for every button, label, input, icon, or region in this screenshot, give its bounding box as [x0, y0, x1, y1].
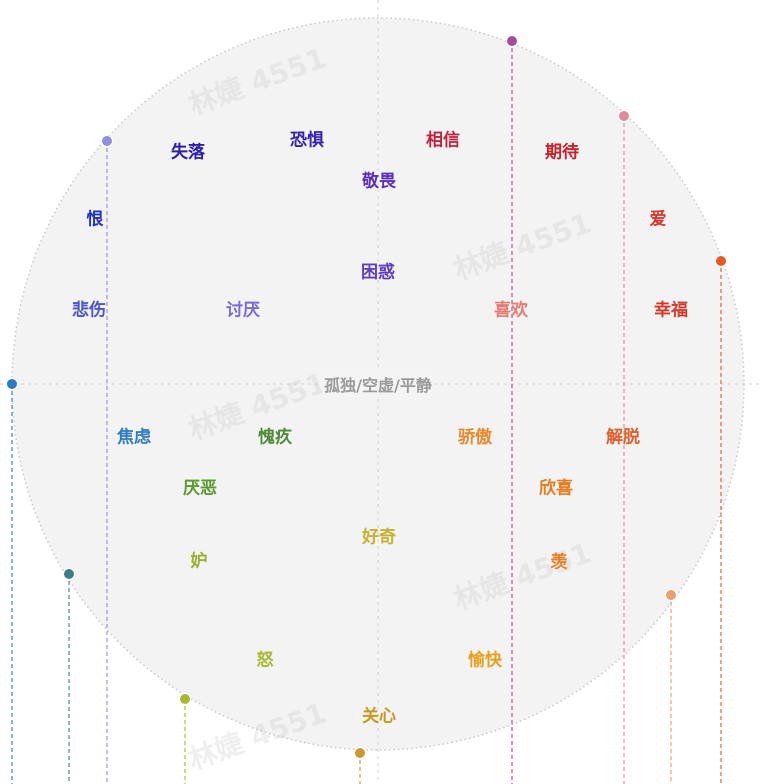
- emotion-label-guanxin: 关心: [362, 706, 396, 727]
- emotion-label-haoqi: 好奇: [362, 527, 396, 548]
- marker-dot-pink-right-top: [618, 110, 630, 122]
- emotion-label-jiaolv: 焦虑: [117, 427, 151, 448]
- center-label: 孤独/空虚/平静: [322, 371, 434, 397]
- emotion-label-yanwu: 厌恶: [183, 478, 217, 499]
- marker-dot-olive-bottom-left: [179, 693, 191, 705]
- marker-dot-orange-right: [715, 255, 727, 267]
- emotion-label-du: 妒: [190, 551, 208, 572]
- emotion-label-xinxi: 欣喜: [539, 478, 573, 499]
- marker-dot-peach-right: [665, 589, 677, 601]
- emotion-label-beishang: 悲伤: [72, 300, 106, 321]
- emotion-label-jiaoao: 骄傲: [458, 427, 492, 448]
- emotion-label-shiluo: 失落: [171, 142, 205, 163]
- emotion-label-jietuo: 解脱: [606, 427, 640, 448]
- emotion-label-hen: 恨: [86, 209, 104, 230]
- marker-dot-teal-left: [63, 568, 75, 580]
- emotion-label-yukuai: 愉快: [468, 650, 502, 671]
- emotion-label-xian: 羡: [550, 552, 568, 573]
- marker-dot-blue-left-top: [101, 135, 113, 147]
- emotion-label-ai: 爱: [649, 209, 667, 230]
- emotion-label-kunhuo: 困惑: [361, 262, 395, 283]
- emotion-label-qidai: 期待: [545, 142, 579, 163]
- emotion-label-xingfu: 幸福: [654, 300, 688, 321]
- marker-layer: [6, 35, 727, 784]
- emotion-label-jingwei: 敬畏: [362, 171, 396, 192]
- emotion-label-kuijiu: 愧疚: [258, 427, 292, 448]
- marker-dot-purple-top: [506, 35, 518, 47]
- marker-dot-blue-left: [6, 378, 18, 390]
- emotion-label-xihuan: 喜欢: [494, 300, 528, 321]
- emotion-label-xiangxin: 相信: [426, 130, 460, 151]
- marker-dot-gold-bottom: [354, 747, 366, 759]
- emotion-label-kongju: 恐惧: [290, 130, 324, 151]
- emotion-label-taoyan: 讨厌: [226, 300, 260, 321]
- emotion-label-nu: 怒: [256, 650, 274, 671]
